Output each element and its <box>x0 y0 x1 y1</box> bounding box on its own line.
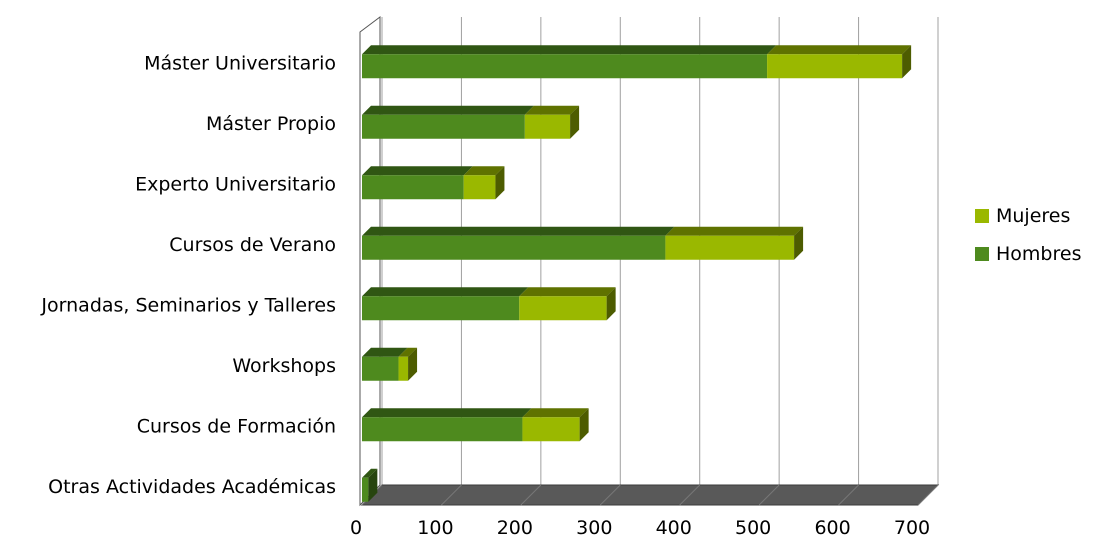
category-label: Máster Propio <box>206 113 336 135</box>
x-tick-label: 700 <box>894 517 930 539</box>
x-tick-label: 600 <box>814 517 850 539</box>
bar-top-hombres <box>362 166 473 176</box>
bar-group <box>362 468 378 502</box>
x-tick-label: 0 <box>350 517 362 539</box>
bar-top-hombres <box>362 105 534 115</box>
bar-top-hombres <box>362 45 777 55</box>
category-label: Jornadas, Seminarios y Talleres <box>40 294 336 316</box>
bar-top-mujeres <box>463 166 505 176</box>
bar-mujeres <box>522 417 580 442</box>
bar-top-mujeres <box>767 45 912 55</box>
x-tick-labels: 0 100 200 300 400 500 600 700 <box>350 517 930 539</box>
category-label: Workshops <box>232 355 336 377</box>
legend-label-hombres: Hombres <box>996 243 1081 265</box>
legend: Mujeres Hombres <box>975 205 1081 265</box>
floor-gridline <box>838 484 859 506</box>
floor-gridline <box>599 484 621 506</box>
bar-top-hombres <box>362 347 408 357</box>
bar-mujeres <box>524 114 571 139</box>
floor-gridline <box>520 484 542 506</box>
bar-top-mujeres <box>665 226 804 236</box>
x-tick-label: 500 <box>735 517 771 539</box>
bar-top-hombres <box>362 287 529 297</box>
bar-hombres <box>362 417 523 442</box>
bar-side <box>794 226 804 260</box>
x-tick-label: 400 <box>656 517 692 539</box>
category-label: Cursos de Formación <box>137 415 336 437</box>
bar-mujeres <box>519 296 607 321</box>
bar-group <box>362 347 418 381</box>
category-label: Experto Universitario <box>135 173 336 195</box>
bar-side <box>368 468 378 502</box>
bar-group <box>362 45 912 79</box>
left-wall <box>359 16 381 507</box>
category-label: Otras Actividades Académicas <box>48 476 336 498</box>
bar-side <box>408 347 418 381</box>
category-labels: Máster Universitario Máster Propio Experto… <box>40 52 336 498</box>
x-tick-label: 300 <box>576 517 612 539</box>
legend-label-mujeres: Mujeres <box>996 205 1070 227</box>
bar-group <box>362 105 580 139</box>
bar-side <box>902 45 912 79</box>
bar-hombres <box>362 114 525 139</box>
category-label: Cursos de Verano <box>169 234 336 256</box>
bar-side <box>606 287 616 321</box>
legend-swatch-mujeres <box>975 209 989 223</box>
bar-top-hombres <box>362 226 675 236</box>
bar-top-mujeres <box>522 408 589 418</box>
floor-gridline <box>679 484 701 506</box>
bar-hombres <box>362 54 768 79</box>
bar-top-mujeres <box>524 105 580 115</box>
floor-gridline <box>758 484 780 506</box>
floor-top <box>360 484 940 506</box>
category-label: Máster Universitario <box>144 52 336 74</box>
bar-side <box>570 105 580 139</box>
bar-hombres <box>362 356 399 381</box>
bar-mujeres <box>767 54 903 79</box>
bar-side <box>495 166 505 200</box>
bar-mujeres <box>398 356 409 381</box>
bar-hombres <box>362 477 369 502</box>
floor-gridline <box>917 484 939 506</box>
bar-group <box>362 287 616 321</box>
bar-top-mujeres <box>398 347 418 357</box>
floor-gridline <box>441 484 462 506</box>
bar-top-hombres <box>362 408 532 418</box>
x-tick-label: 100 <box>417 517 453 539</box>
chart-floor <box>360 484 940 506</box>
legend-swatch-hombres <box>975 247 989 261</box>
bar-hombres <box>362 175 464 200</box>
bar-top-hombres <box>362 468 378 478</box>
bar-hombres <box>362 296 520 321</box>
bar-mujeres <box>463 175 496 200</box>
bar-side <box>579 408 589 442</box>
bar-top-mujeres <box>519 287 616 297</box>
bar-group <box>362 166 505 200</box>
bar-group <box>362 408 589 442</box>
bar-hombres <box>362 235 666 260</box>
x-tick-label: 200 <box>497 517 533 539</box>
bar-mujeres <box>665 235 795 260</box>
bar-group <box>362 226 804 260</box>
bars <box>362 45 912 502</box>
chart-walls <box>359 16 381 507</box>
